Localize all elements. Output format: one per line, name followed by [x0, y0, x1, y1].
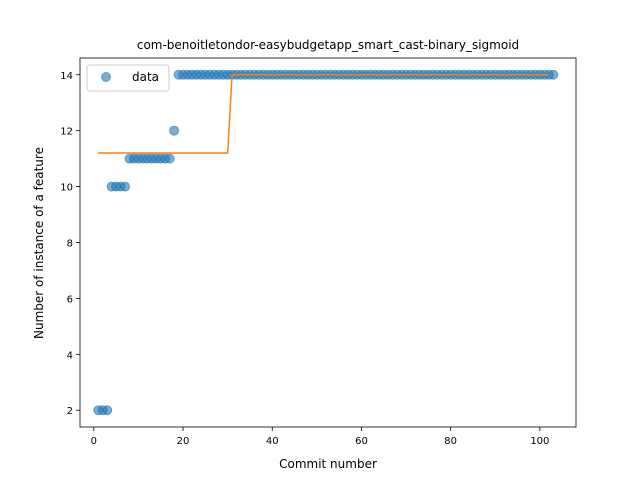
y-tick-label: 14: [60, 71, 73, 82]
y-axis-label: Number of instance of a feature: [32, 147, 46, 339]
legend-marker-data: [101, 72, 111, 82]
x-tick-label: 100: [530, 436, 549, 447]
y-tick-label: 6: [67, 294, 73, 305]
data-point: [548, 69, 559, 80]
y-tick-label: 12: [60, 127, 73, 138]
x-axis-label: Commit number: [279, 457, 377, 471]
y-tick-label: 4: [67, 350, 73, 361]
legend-box: [86, 64, 170, 92]
data-point: [102, 405, 113, 416]
x-tick-label: 20: [177, 436, 190, 447]
x-tick-label: 60: [355, 436, 368, 447]
y-tick-label: 8: [67, 239, 73, 250]
legend: data: [86, 64, 170, 92]
legend-label-data: data: [132, 70, 159, 84]
y-tick-label: 2: [67, 406, 73, 417]
data-point: [169, 125, 180, 136]
y-axis-ticks: 2 4 6 8 10 12 14: [60, 71, 80, 417]
fit-line: [98, 74, 549, 154]
x-axis-ticks: 0 20 40 60 80 100: [91, 427, 549, 447]
data-point: [120, 181, 131, 192]
x-tick-label: 40: [266, 436, 279, 447]
y-tick-label: 10: [60, 183, 73, 194]
chart-title: com-benoitletondor-easybudgetapp_smart_c…: [137, 38, 519, 52]
x-tick-label: 80: [444, 436, 457, 447]
plot-area: [93, 69, 559, 416]
data-point: [164, 153, 175, 164]
x-tick-label: 0: [91, 436, 97, 447]
